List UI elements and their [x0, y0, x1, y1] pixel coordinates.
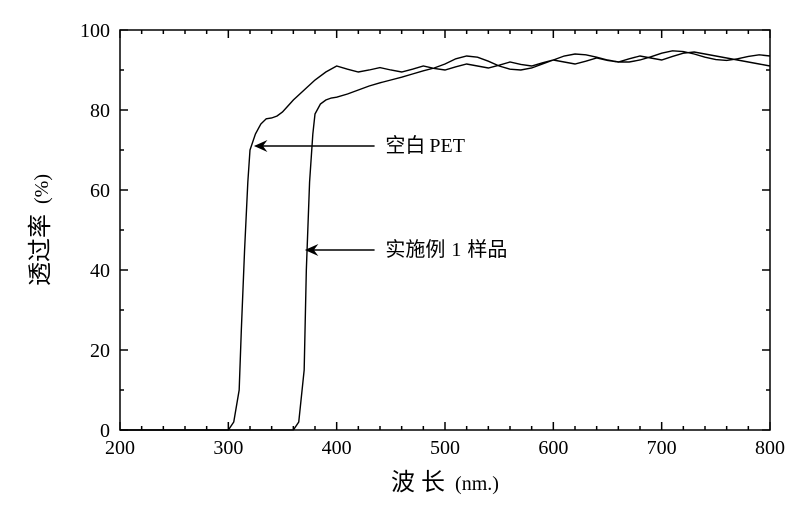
y-tick-label: 100 [80, 20, 110, 42]
x-tick-label: 500 [430, 437, 460, 459]
x-tick-label: 700 [647, 437, 677, 459]
annotation-label-blank-pet: 空白PET [385, 134, 465, 157]
y-tick-label: 0 [100, 420, 110, 442]
x-tick-label: 400 [322, 437, 352, 459]
x-tick-label: 800 [755, 437, 785, 459]
annotation-label-example1: 实施例1样品 [385, 238, 507, 261]
plot-frame [120, 30, 770, 430]
x-tick-label: 300 [213, 437, 243, 459]
y-tick-label: 40 [90, 260, 110, 282]
y-tick-label: 60 [90, 180, 110, 202]
y-tick-label: 20 [90, 340, 110, 362]
y-axis-title: 透过率(%) [27, 174, 54, 286]
transmittance-chart: 200300400500600700800020406080100空白PET实施… [0, 0, 800, 524]
x-axis-title: 波 长(nm.) [391, 469, 499, 496]
y-tick-label: 80 [90, 100, 110, 122]
x-tick-label: 600 [538, 437, 568, 459]
